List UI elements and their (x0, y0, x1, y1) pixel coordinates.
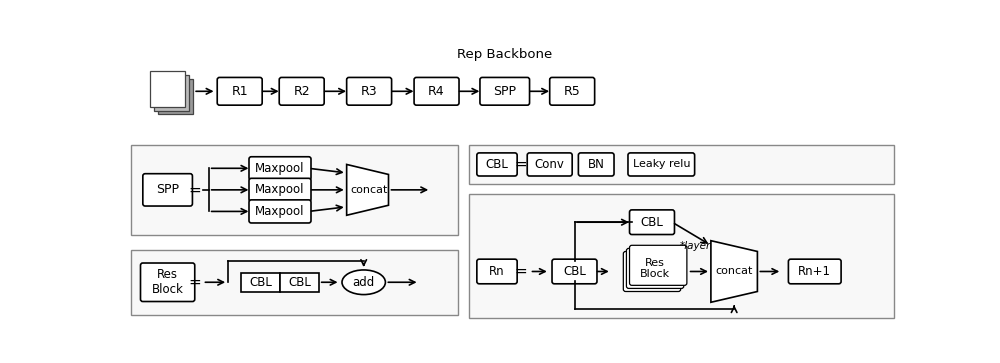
Text: Rn+1: Rn+1 (798, 265, 831, 278)
Bar (469, 145, 894, 184)
Text: CBL: CBL (249, 276, 272, 289)
Text: SPP: SPP (493, 85, 516, 98)
Text: Conv: Conv (535, 158, 565, 171)
Text: concat: concat (350, 185, 388, 195)
FancyBboxPatch shape (347, 77, 392, 105)
Bar (131, 145, 458, 234)
Text: CBL: CBL (486, 158, 508, 171)
Polygon shape (711, 241, 757, 302)
Text: Rep Backbone: Rep Backbone (457, 48, 552, 61)
Text: concat: concat (715, 266, 753, 277)
FancyBboxPatch shape (143, 174, 192, 206)
Text: CBL: CBL (288, 276, 311, 289)
Text: =: = (514, 157, 527, 172)
Bar (469, 195, 894, 318)
FancyBboxPatch shape (630, 210, 674, 234)
FancyBboxPatch shape (477, 153, 517, 176)
Bar (280, 273, 319, 291)
FancyBboxPatch shape (249, 178, 311, 201)
Text: R3: R3 (361, 85, 377, 98)
Bar (154, 75, 189, 111)
Text: CBL: CBL (641, 216, 663, 229)
Text: SPP: SPP (156, 183, 179, 196)
FancyBboxPatch shape (550, 77, 595, 105)
Text: R4: R4 (428, 85, 445, 98)
Text: Leaky relu: Leaky relu (633, 159, 690, 170)
FancyBboxPatch shape (527, 153, 572, 176)
Text: =: = (514, 264, 527, 279)
Text: add: add (353, 276, 375, 289)
FancyBboxPatch shape (249, 200, 311, 223)
FancyBboxPatch shape (249, 157, 311, 180)
FancyBboxPatch shape (578, 153, 614, 176)
FancyBboxPatch shape (630, 245, 687, 285)
Text: =: = (188, 275, 201, 290)
Text: =: = (188, 182, 201, 197)
Ellipse shape (342, 270, 385, 295)
Text: Rn: Rn (489, 265, 505, 278)
FancyBboxPatch shape (217, 77, 262, 105)
Text: *layer: *layer (680, 241, 711, 251)
FancyBboxPatch shape (480, 77, 530, 105)
FancyBboxPatch shape (477, 259, 517, 284)
Text: Res
Block: Res Block (152, 268, 184, 296)
Text: R5: R5 (564, 85, 581, 98)
FancyBboxPatch shape (626, 248, 684, 289)
Text: R1: R1 (231, 85, 248, 98)
FancyBboxPatch shape (552, 259, 597, 284)
Text: Maxpool: Maxpool (255, 162, 305, 175)
Text: R2: R2 (293, 85, 310, 98)
FancyBboxPatch shape (788, 259, 841, 284)
FancyBboxPatch shape (140, 263, 195, 302)
FancyBboxPatch shape (623, 252, 681, 291)
Text: BN: BN (588, 158, 605, 171)
Bar (241, 273, 280, 291)
Bar (131, 250, 458, 315)
Bar (150, 71, 185, 107)
Text: Res
Block: Res Block (640, 258, 670, 279)
Polygon shape (347, 164, 388, 215)
Text: Maxpool: Maxpool (255, 183, 305, 196)
Text: CBL: CBL (563, 265, 586, 278)
FancyBboxPatch shape (279, 77, 324, 105)
Text: Maxpool: Maxpool (255, 205, 305, 218)
FancyBboxPatch shape (628, 153, 695, 176)
Bar (158, 79, 193, 114)
FancyBboxPatch shape (414, 77, 459, 105)
